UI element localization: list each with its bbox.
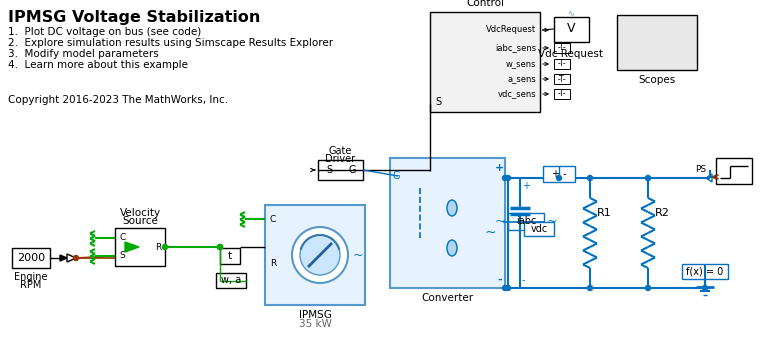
Text: C: C xyxy=(270,214,276,224)
Circle shape xyxy=(646,285,650,291)
Text: S: S xyxy=(435,97,441,107)
Text: -T-: -T- xyxy=(558,59,566,69)
Text: Gate: Gate xyxy=(328,146,352,156)
Ellipse shape xyxy=(447,200,457,216)
Text: Control: Control xyxy=(466,0,504,8)
Text: t: t xyxy=(228,251,232,261)
Circle shape xyxy=(502,285,508,291)
Text: Source: Source xyxy=(122,216,158,226)
Ellipse shape xyxy=(447,240,457,256)
Text: S: S xyxy=(326,165,332,175)
Text: w_sens: w_sens xyxy=(505,59,536,69)
Circle shape xyxy=(588,176,592,180)
Circle shape xyxy=(74,256,78,260)
Text: RPM: RPM xyxy=(20,280,41,290)
FancyBboxPatch shape xyxy=(220,248,240,264)
Circle shape xyxy=(292,227,348,283)
Text: Scopes: Scopes xyxy=(638,75,676,85)
Text: PS: PS xyxy=(695,166,706,175)
Polygon shape xyxy=(60,255,67,261)
FancyBboxPatch shape xyxy=(12,248,50,268)
FancyBboxPatch shape xyxy=(554,43,570,53)
Circle shape xyxy=(502,176,508,180)
Circle shape xyxy=(646,176,650,180)
Text: vdc: vdc xyxy=(530,224,548,234)
Text: Copyright 2016-2023 The MathWorks, Inc.: Copyright 2016-2023 The MathWorks, Inc. xyxy=(8,95,228,105)
Circle shape xyxy=(557,176,561,180)
FancyBboxPatch shape xyxy=(554,74,570,84)
FancyBboxPatch shape xyxy=(318,160,363,180)
FancyBboxPatch shape xyxy=(716,158,752,184)
Text: a_sens: a_sens xyxy=(507,74,536,83)
Text: 1.  Plot DC voltage on bus (see code): 1. Plot DC voltage on bus (see code) xyxy=(8,27,201,37)
Text: 2.  Explore simulation results using Simscape Results Explorer: 2. Explore simulation results using Sims… xyxy=(8,38,333,48)
Text: w, a: w, a xyxy=(221,275,241,285)
Text: 3.  Modify model parameters: 3. Modify model parameters xyxy=(8,49,159,59)
Text: R: R xyxy=(270,259,276,268)
FancyBboxPatch shape xyxy=(554,89,570,99)
Circle shape xyxy=(505,176,511,180)
Text: ~: ~ xyxy=(353,248,363,261)
Circle shape xyxy=(505,285,511,291)
Polygon shape xyxy=(67,254,76,262)
Text: R1: R1 xyxy=(597,208,611,218)
Circle shape xyxy=(218,245,222,249)
FancyBboxPatch shape xyxy=(554,17,589,42)
Text: IPMSG: IPMSG xyxy=(298,310,331,320)
Text: Vdc Request: Vdc Request xyxy=(538,49,604,59)
Text: Engine: Engine xyxy=(15,272,48,282)
FancyBboxPatch shape xyxy=(554,59,570,69)
FancyBboxPatch shape xyxy=(390,158,505,288)
Text: Converter: Converter xyxy=(421,293,473,303)
Circle shape xyxy=(300,235,340,275)
Text: 2000: 2000 xyxy=(17,253,45,263)
FancyBboxPatch shape xyxy=(543,166,575,182)
Text: -T-: -T- xyxy=(558,74,566,83)
Text: 35 kW: 35 kW xyxy=(298,319,331,329)
Text: VdcRequest: VdcRequest xyxy=(486,25,536,35)
Text: vdc_sens: vdc_sens xyxy=(497,90,536,98)
FancyBboxPatch shape xyxy=(216,273,246,288)
Text: f(x) = 0: f(x) = 0 xyxy=(686,267,723,276)
Polygon shape xyxy=(125,242,139,252)
Text: iabc: iabc xyxy=(516,216,536,226)
FancyBboxPatch shape xyxy=(508,213,544,230)
Text: ~: ~ xyxy=(484,226,495,240)
Text: C: C xyxy=(119,234,125,243)
Text: -T-: -T- xyxy=(558,90,566,98)
FancyBboxPatch shape xyxy=(524,222,554,236)
Text: -: - xyxy=(522,275,525,285)
Text: IPMSG Voltage Stabilization: IPMSG Voltage Stabilization xyxy=(8,10,260,25)
Text: + -: + - xyxy=(551,169,566,179)
Text: ~: ~ xyxy=(547,215,558,228)
Text: -T-: -T- xyxy=(558,44,566,52)
FancyBboxPatch shape xyxy=(682,264,728,279)
Text: V: V xyxy=(567,23,575,35)
Text: G: G xyxy=(392,171,400,181)
FancyBboxPatch shape xyxy=(265,205,365,305)
FancyBboxPatch shape xyxy=(430,12,540,112)
Text: R: R xyxy=(155,243,161,251)
Text: G: G xyxy=(348,165,356,175)
Text: +: + xyxy=(522,181,530,191)
FancyBboxPatch shape xyxy=(617,15,697,70)
Text: iabc_sens: iabc_sens xyxy=(495,44,536,52)
Text: 4.  Learn more about this example: 4. Learn more about this example xyxy=(8,60,188,70)
Circle shape xyxy=(163,245,167,249)
Circle shape xyxy=(218,245,222,249)
Text: S: S xyxy=(119,251,125,260)
FancyBboxPatch shape xyxy=(115,228,165,266)
Text: Velocity: Velocity xyxy=(120,208,160,218)
Text: +: + xyxy=(495,163,505,173)
Circle shape xyxy=(588,285,592,291)
Text: R2: R2 xyxy=(654,208,670,218)
Text: ∿: ∿ xyxy=(568,10,574,19)
Circle shape xyxy=(703,285,707,291)
Text: -: - xyxy=(498,275,502,285)
Text: Driver: Driver xyxy=(325,154,355,164)
Text: ~: ~ xyxy=(495,215,505,228)
